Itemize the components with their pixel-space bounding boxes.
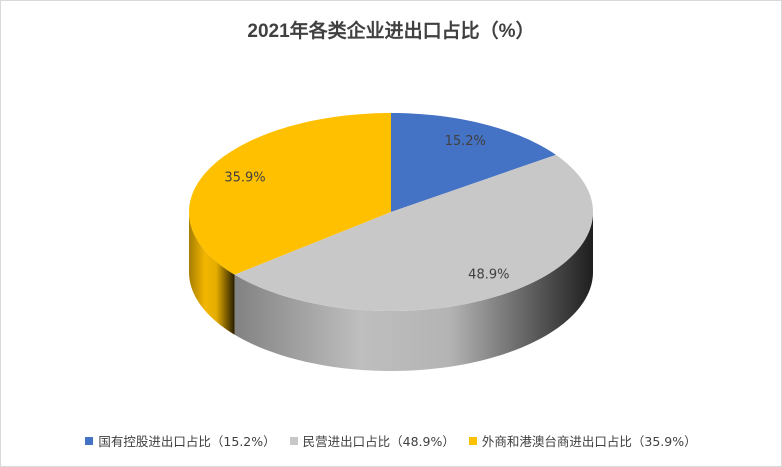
chart-title: 2021年各类企业进出口占比（%） — [247, 19, 534, 42]
side-shade — [189, 212, 235, 335]
slice — [391, 113, 556, 212]
legend-label: 外商和港澳台商进出口占比（35.9%） — [481, 434, 697, 449]
legend: 国有控股进出口占比（15.2%） 民营进出口占比（48.9%） 外商和港澳台商进出口… — [1, 431, 781, 450]
legend-item: 国有控股进出口占比（15.2%） — [85, 431, 276, 450]
legend-item: 外商和港澳台商进出口占比（35.9%） — [468, 431, 697, 450]
legend-swatch — [85, 436, 94, 445]
slice — [189, 113, 391, 275]
data-label: 15.2% — [445, 134, 486, 149]
legend-swatch — [289, 436, 298, 445]
legend-item: 民营进出口占比（48.9%） — [289, 431, 455, 450]
data-label: 48.9% — [468, 268, 509, 283]
legend-label: 民营进出口占比（48.9%） — [302, 434, 455, 449]
data-label: 35.9% — [224, 171, 265, 186]
legend-swatch — [468, 436, 477, 445]
slice — [234, 154, 593, 311]
side-shade — [234, 212, 593, 371]
legend-label: 国有控股进出口占比（15.2%） — [98, 434, 276, 449]
